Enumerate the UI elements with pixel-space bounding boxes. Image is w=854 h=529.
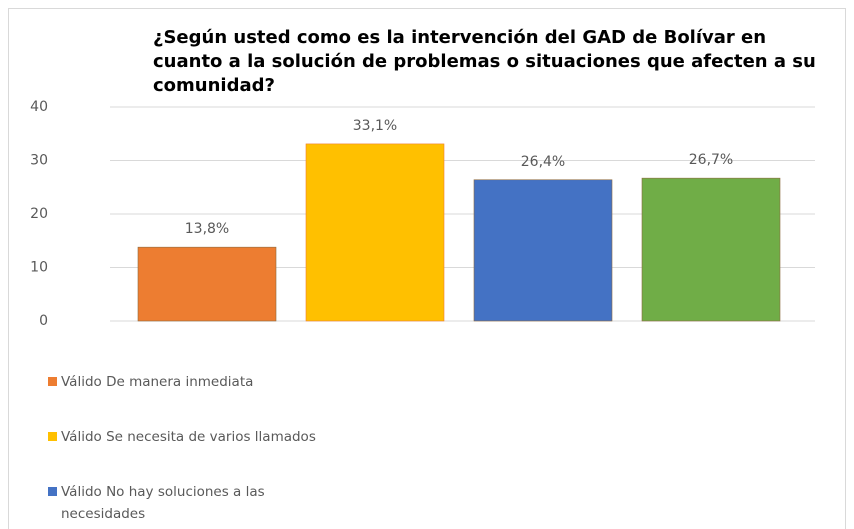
legend-swatch	[48, 432, 57, 441]
y-tick-label: 20	[30, 206, 48, 222]
legend-label: Válido De manera inmediata	[61, 374, 254, 390]
chart-title: ¿Según usted como es la intervención del…	[153, 27, 816, 96]
data-label: 13,8%	[185, 221, 229, 237]
chart-frame	[8, 8, 846, 529]
y-tick-label: 40	[30, 99, 48, 115]
data-label: 26,7%	[689, 152, 733, 168]
y-tick-label: 0	[39, 313, 48, 329]
bar	[305, 143, 445, 322]
bar	[473, 179, 613, 322]
legend-item: Válido De manera inmediata	[48, 371, 323, 393]
y-tick-label: 30	[30, 153, 48, 169]
legend-label: Válido Se necesita de varios llamados	[61, 429, 316, 445]
bar	[641, 177, 781, 322]
legend-swatch	[48, 487, 57, 496]
bar	[137, 246, 277, 322]
data-label: 33,1%	[353, 118, 397, 134]
legend-swatch	[48, 377, 57, 386]
legend-item: Válido Se necesita de varios llamados	[48, 426, 323, 448]
data-label: 26,4%	[521, 154, 565, 170]
legend-item: Válido No hay soluciones a las necesidad…	[48, 481, 323, 525]
legend-label: Válido No hay soluciones a las necesidad…	[61, 484, 265, 522]
y-tick-label: 10	[30, 260, 48, 276]
